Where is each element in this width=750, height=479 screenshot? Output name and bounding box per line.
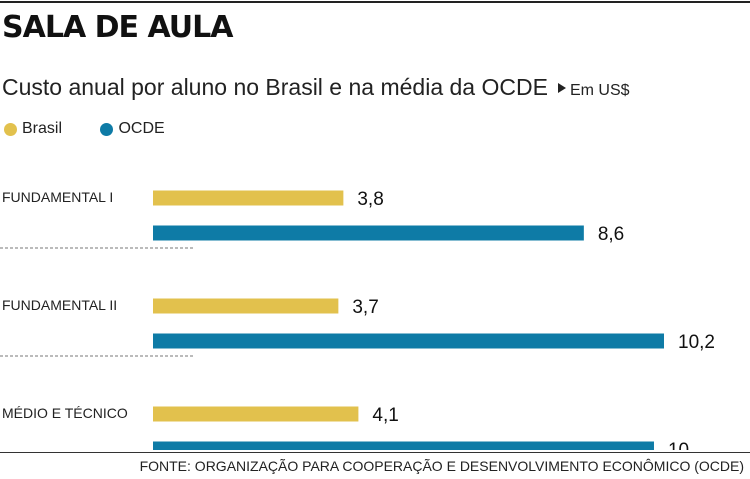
category-label: FUNDAMENTAL I <box>2 189 113 205</box>
legend-label-brasil: Brasil <box>22 120 63 137</box>
category-label: MÉDIO E TÉCNICO <box>2 405 128 421</box>
data-label: 8,6 <box>598 224 624 245</box>
unit-label: Em US$ <box>569 82 630 99</box>
legend-swatch-brasil <box>4 122 17 136</box>
data-label: 10,2 <box>678 332 715 353</box>
chart-title: SALA DE AULA <box>2 10 233 45</box>
legend: Brasil OCDE <box>4 120 199 142</box>
bar-brasil <box>153 190 344 206</box>
data-label: 4,1 <box>372 405 398 426</box>
data-label: 3,8 <box>357 189 383 210</box>
top-rule <box>0 1 750 3</box>
bar-chart: FUNDAMENTAL I 3,8 8,6 FUNDAMENTAL II 3,7 10,2… <box>0 189 715 450</box>
bar-ocde <box>153 333 664 349</box>
bar-ocde <box>153 441 654 450</box>
legend-item-ocde: OCDE <box>100 120 165 138</box>
source-text: FONTE: ORGANIZAÇÃO PARA COOPERAÇÃO E DES… <box>139 458 744 474</box>
source-footer: FONTE: ORGANIZAÇÃO PARA COOPERAÇÃO E DES… <box>0 452 750 474</box>
data-label: 3,7 <box>352 297 378 318</box>
legend-item-brasil: Brasil <box>4 120 62 138</box>
bar-brasil <box>153 298 339 314</box>
bar-ocde <box>153 225 584 241</box>
category-label: FUNDAMENTAL II <box>2 297 117 313</box>
legend-swatch-ocde <box>100 122 114 136</box>
data-label: 10 <box>668 440 689 450</box>
subtitle-row: Custo anual por aluno no Brasil e na méd… <box>2 74 630 104</box>
legend-label-ocde: OCDE <box>118 120 165 137</box>
chart-subtitle: Custo anual por aluno no Brasil e na méd… <box>2 74 548 100</box>
play-arrow-icon <box>557 83 566 93</box>
bar-brasil <box>153 406 359 422</box>
